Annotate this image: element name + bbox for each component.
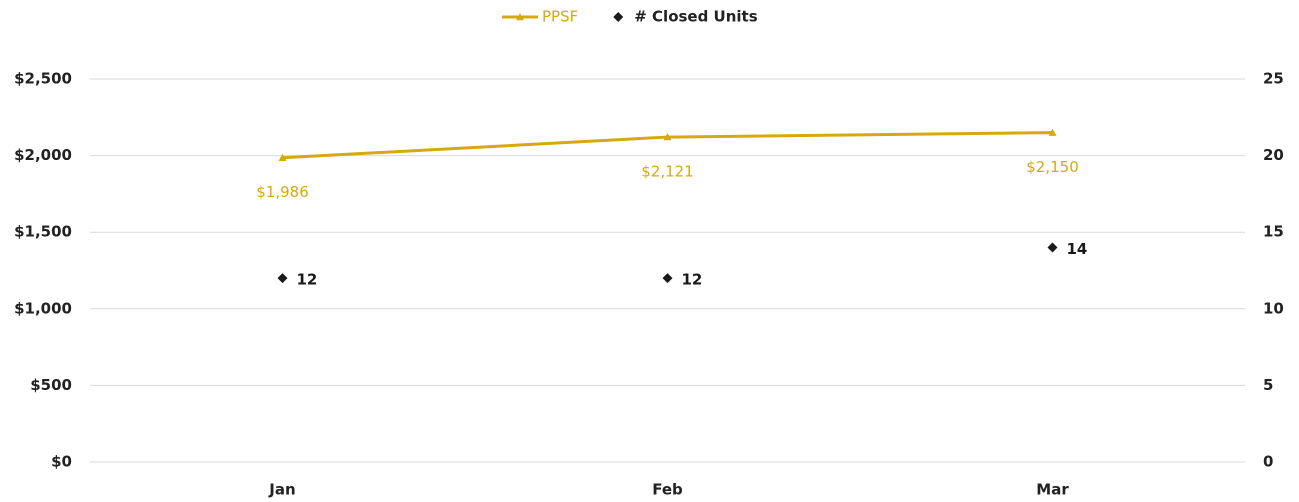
- y-tick-label: $500: [30, 376, 72, 394]
- y2-tick-label: 25: [1263, 70, 1284, 88]
- marker: [1048, 128, 1057, 136]
- marker: [278, 153, 287, 161]
- x-tick-label: Mar: [1036, 481, 1069, 499]
- marker: [277, 273, 288, 284]
- y-tick-label: $1,000: [14, 299, 72, 317]
- x-tick-label: Feb: [652, 481, 683, 499]
- y2-tick-label: 5: [1263, 376, 1273, 394]
- data-label: $1,986: [256, 183, 309, 201]
- data-label: $2,150: [1026, 158, 1079, 176]
- marker: [516, 13, 524, 21]
- y-tick-label: $0: [51, 453, 72, 471]
- y2-tick-label: 0: [1263, 453, 1273, 471]
- y-tick-label: $2,500: [14, 70, 72, 88]
- y-tick-label: $2,000: [14, 146, 72, 164]
- marker: [663, 133, 672, 141]
- y2-tick-label: 15: [1263, 223, 1284, 241]
- y-tick-label: $1,500: [14, 223, 72, 241]
- marker: [662, 273, 673, 284]
- data-label: 12: [682, 271, 703, 289]
- y2-tick-label: 10: [1263, 299, 1284, 317]
- x-tick-label: Jan: [268, 481, 295, 499]
- y2-tick-label: 20: [1263, 146, 1284, 164]
- marker: [1047, 242, 1058, 253]
- data-label: 14: [1067, 240, 1088, 258]
- legend-label: PPSF: [542, 8, 578, 26]
- legend-label: # Closed Units: [634, 8, 757, 26]
- data-label: 12: [297, 271, 318, 289]
- marker: [613, 12, 624, 22]
- data-label: $2,121: [641, 163, 694, 181]
